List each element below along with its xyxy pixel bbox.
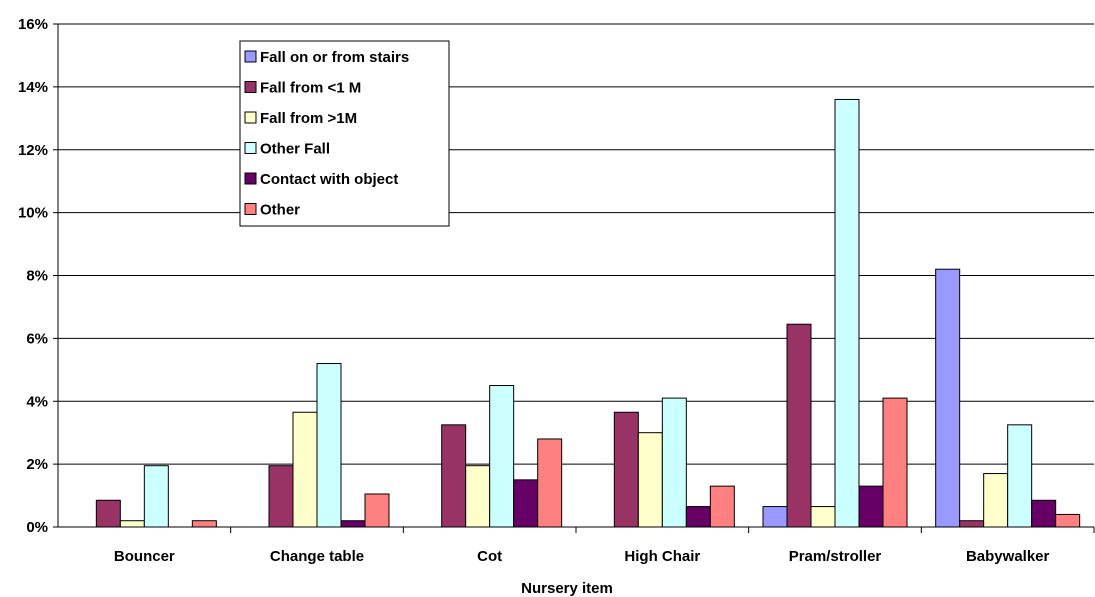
bar-1-5 — [364, 493, 390, 528]
bar-5-4 — [1031, 499, 1057, 528]
bar-1-1 — [268, 465, 294, 528]
bar-0-3 — [143, 465, 169, 528]
y-axis-ticks: 0% 2% 4% 6% 8% 10% 12% 14% 16% — [18, 16, 58, 536]
y-tick-label: 0% — [26, 519, 48, 536]
legend: Fall on or from stairs Fall from <1 M Fall… — [239, 40, 450, 227]
bar-3-5 — [709, 485, 735, 528]
x-tick-label: Pram/stroller — [789, 548, 882, 565]
legend-box — [239, 40, 450, 227]
bar-5-1 — [959, 520, 985, 528]
legend-label: Contact with object — [260, 171, 398, 188]
x-axis-ticks: Bouncer Change table Cot High Chair Pram/str… — [114, 527, 1095, 565]
x-tick-label: Cot — [477, 548, 502, 565]
y-tick-label: 4% — [26, 393, 48, 410]
bar-5-2 — [983, 473, 1009, 528]
legend-swatch — [244, 172, 257, 185]
bar-4-4 — [858, 485, 884, 528]
bar-0-5 — [191, 520, 217, 528]
y-tick-label: 10% — [18, 205, 48, 222]
legend-label: Fall from <1 M — [260, 80, 361, 97]
y-tick-label: 2% — [26, 456, 48, 473]
legend-swatch — [244, 81, 257, 93]
bar-2-4 — [513, 479, 539, 528]
bar-5-3 — [1007, 424, 1033, 528]
x-tick-label: Babywalker — [966, 548, 1050, 565]
bar-2-5 — [537, 438, 563, 528]
bar-4-2 — [810, 506, 836, 528]
gridlines — [58, 23, 1094, 465]
x-tick-label: High Chair — [624, 548, 700, 565]
bar-3-4 — [685, 506, 711, 528]
legend-swatch — [244, 111, 257, 124]
bar-1-3 — [316, 363, 342, 528]
bar-1-2 — [292, 411, 318, 528]
bars — [95, 98, 1081, 528]
bar-4-3 — [834, 98, 860, 528]
y-tick-label: 12% — [18, 142, 48, 159]
bar-1-4 — [340, 520, 366, 528]
x-tick-label: Change table — [270, 548, 364, 565]
bar-2-1 — [441, 424, 467, 528]
bar-2-3 — [489, 385, 515, 528]
legend-label: Other Fall — [260, 141, 330, 158]
y-tick-label: 16% — [18, 16, 48, 33]
bar-4-1 — [786, 323, 812, 528]
y-tick-label: 6% — [26, 330, 48, 347]
legend-swatch — [244, 142, 257, 154]
bar-5-5 — [1055, 513, 1081, 528]
bar-4-0 — [762, 506, 788, 528]
y-tick-label: 8% — [26, 268, 48, 285]
x-axis-title: Nursery item — [521, 580, 613, 597]
bar-0-2 — [119, 520, 145, 528]
legend-label: Fall on or from stairs — [260, 49, 409, 66]
x-tick-label: Bouncer — [114, 548, 175, 565]
bar-0-1 — [95, 499, 121, 528]
legend-label: Fall from >1M — [260, 110, 357, 127]
legend-label: Other — [260, 202, 300, 219]
legend-swatch — [244, 50, 257, 63]
bar-5-0 — [935, 268, 961, 528]
bar-3-1 — [613, 411, 639, 528]
y-tick-label: 14% — [18, 79, 48, 96]
bar-3-3 — [661, 397, 687, 528]
bar-4-5 — [882, 397, 908, 528]
bar-2-2 — [465, 465, 491, 528]
bar-3-2 — [637, 432, 663, 528]
legend-swatch — [244, 203, 257, 215]
